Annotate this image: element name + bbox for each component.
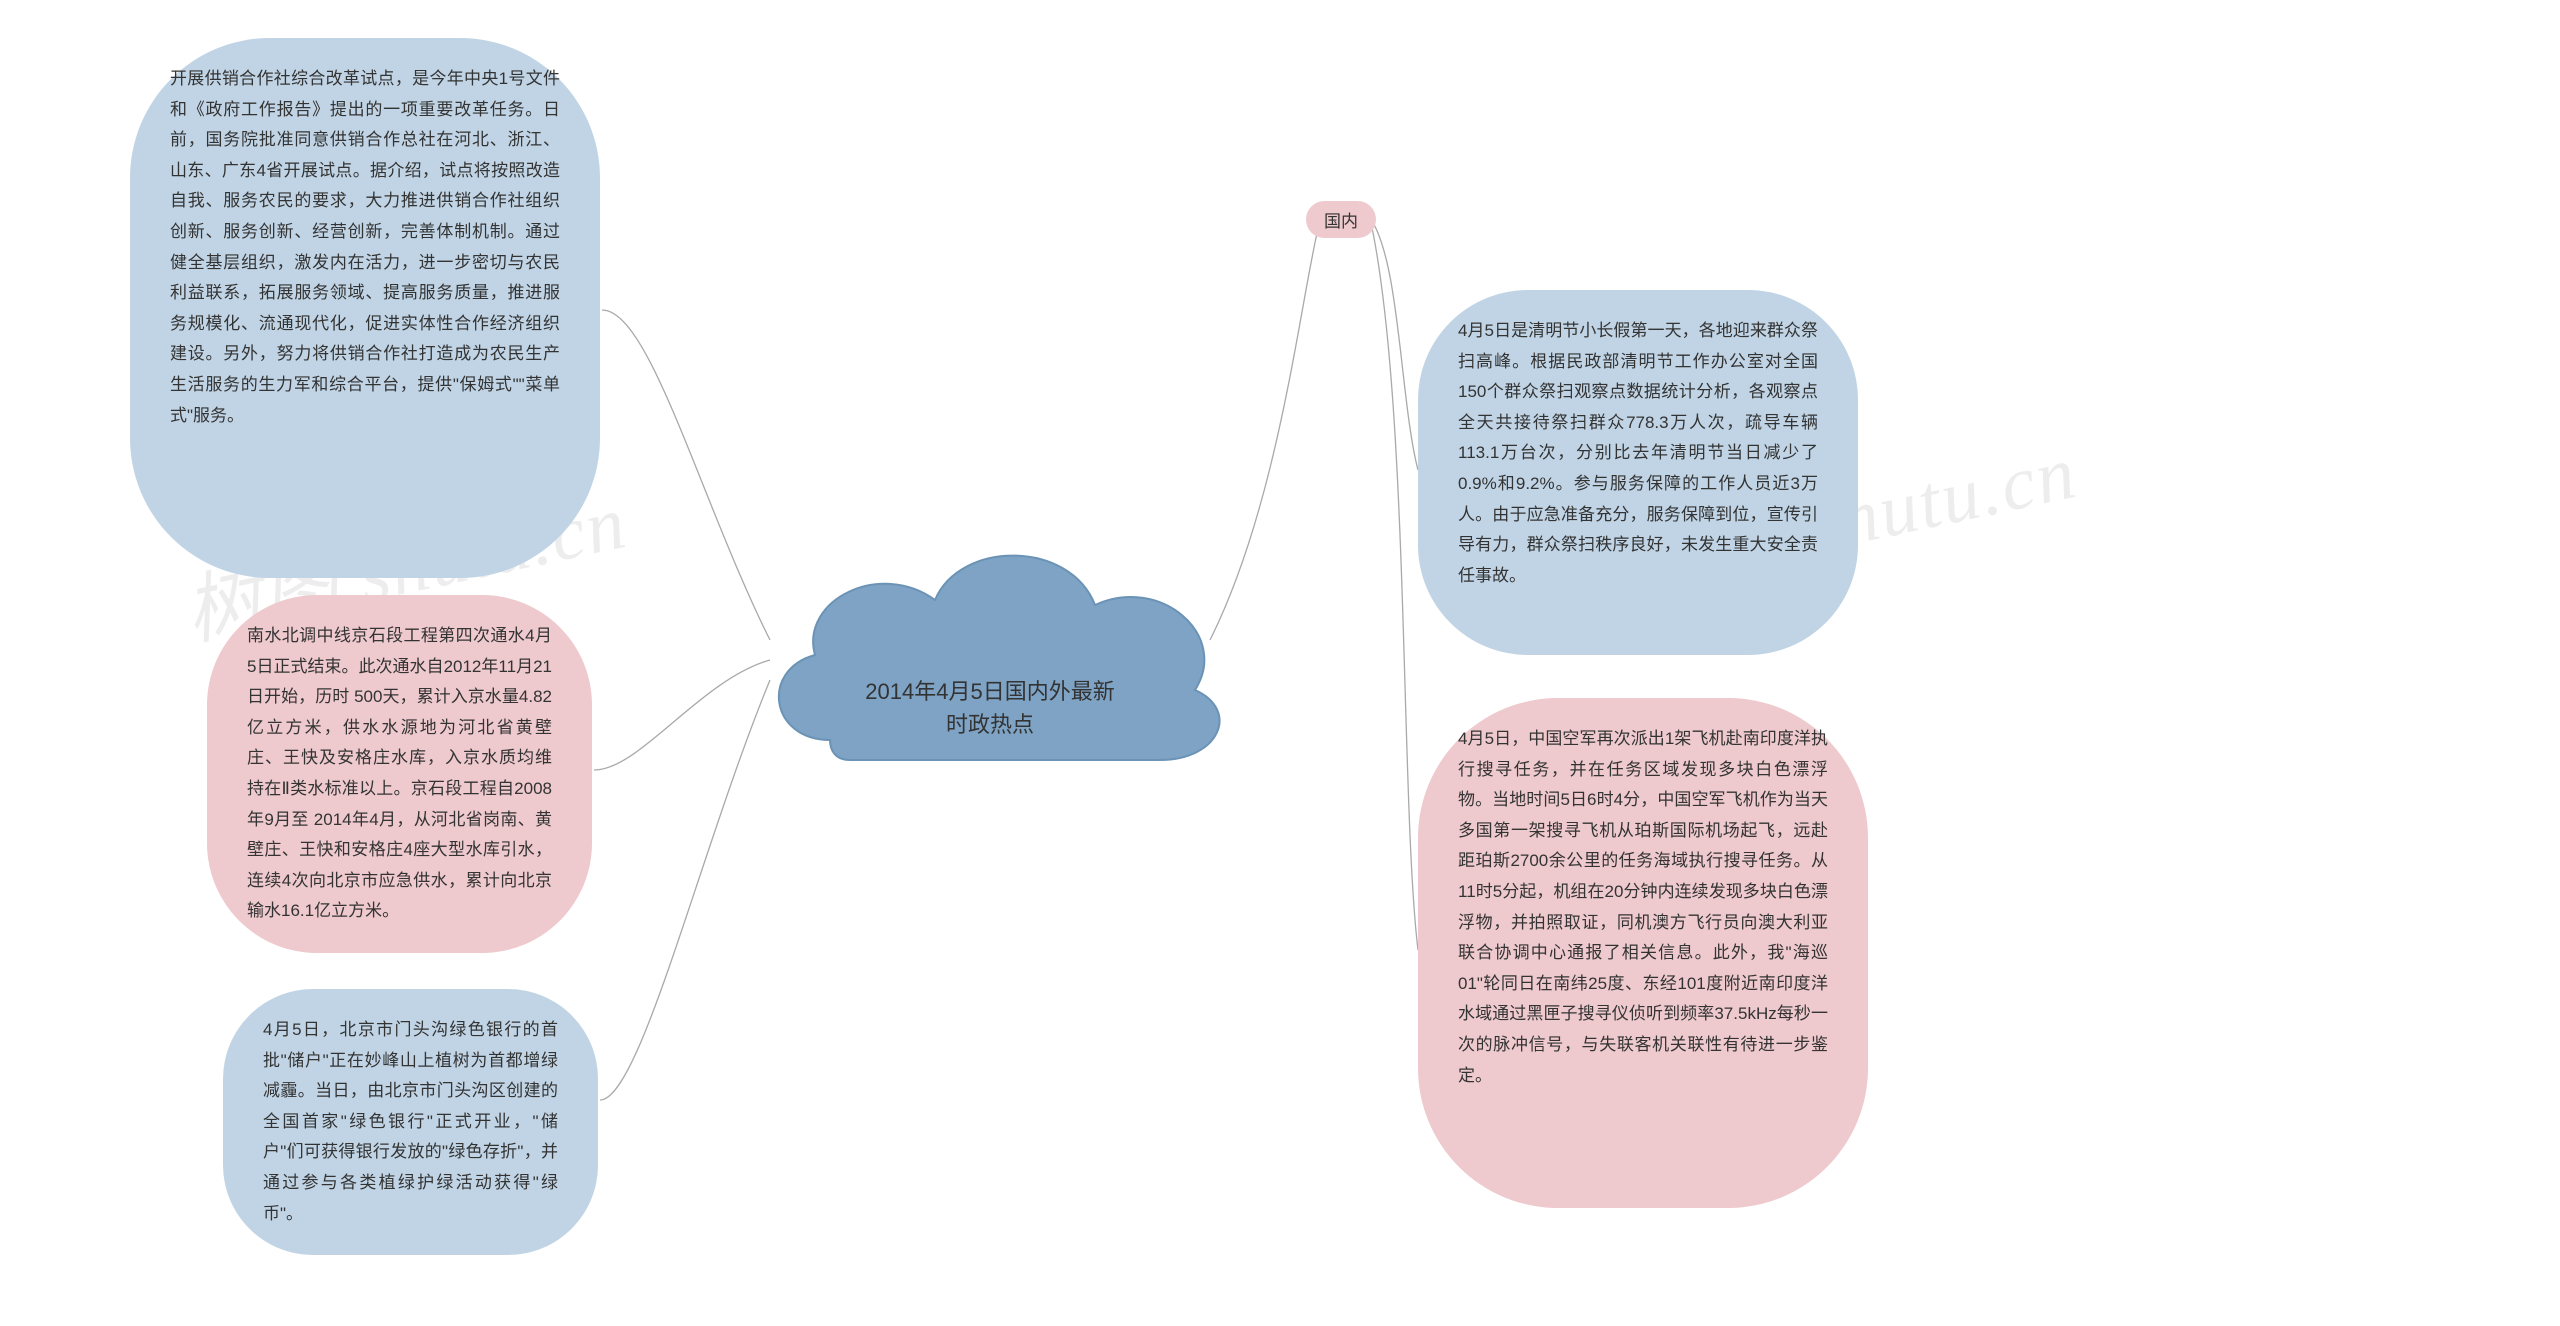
cloud-shape — [740, 520, 1240, 800]
center-title-line2: 时政热点 — [946, 712, 1034, 737]
tag-domestic: 国内 — [1306, 201, 1376, 238]
node-left-3: 4月5日，北京市门头沟绿色银行的首批"储户"正在妙峰山上植树为首都增绿减霾。当日… — [223, 989, 598, 1255]
node-right-1: 4月5日是清明节小长假第一天，各地迎来群众祭扫高峰。根据民政部清明节工作办公室对… — [1418, 290, 1858, 655]
center-title-line1: 2014年4月5日国内外最新 — [865, 679, 1114, 704]
node-left-1: 开展供销合作社综合改革试点，是今年中央1号文件和《政府工作报告》提出的一项重要改… — [130, 38, 600, 578]
center-title: 2014年4月5日国内外最新 时政热点 — [840, 675, 1140, 741]
center-node: 2014年4月5日国内外最新 时政热点 — [740, 520, 1240, 800]
connector-right2 — [1370, 218, 1418, 950]
node-left-2: 南水北调中线京石段工程第四次通水4月5日正式结束。此次通水自2012年11月21… — [207, 595, 592, 953]
connector-right1 — [1370, 218, 1418, 470]
node-right-2: 4月5日，中国空军再次派出1架飞机赴南印度洋执行搜寻任务，并在任务区域发现多块白… — [1418, 698, 1868, 1208]
